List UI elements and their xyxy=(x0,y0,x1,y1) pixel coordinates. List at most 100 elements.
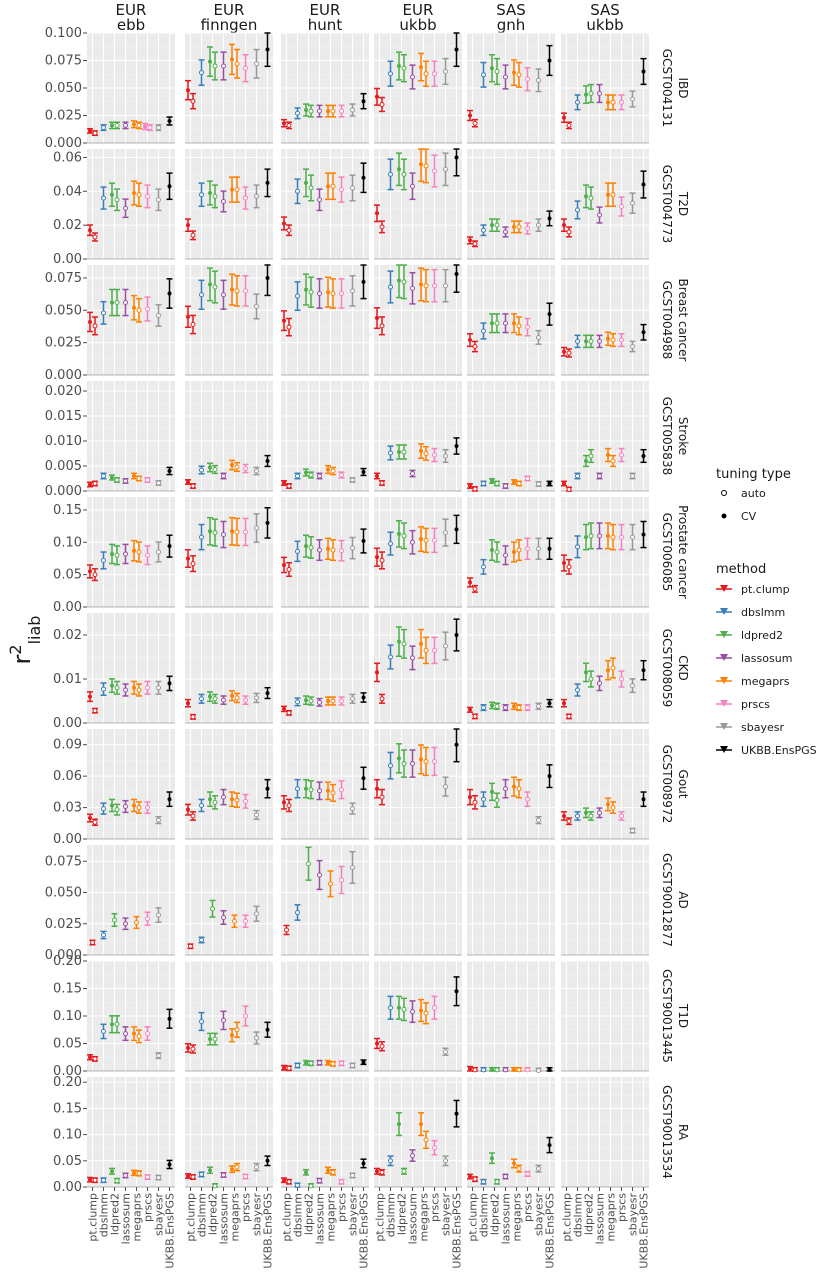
point-auto xyxy=(221,198,226,204)
point-auto xyxy=(328,881,333,887)
point-auto xyxy=(156,197,161,203)
row-strip-id: GCST90013534 xyxy=(660,1085,674,1179)
point-auto xyxy=(388,1158,393,1164)
point-cv xyxy=(304,287,308,292)
point-cv xyxy=(282,800,286,805)
y-tick-label: 0.00 xyxy=(53,600,82,615)
panel-background xyxy=(561,497,649,607)
x-tick-label: UKBB.EnsPGS xyxy=(358,1193,371,1269)
point-auto xyxy=(410,1153,415,1159)
legend-method-key-marker xyxy=(720,654,728,661)
column-strip-ancestry: EUR xyxy=(310,1,341,19)
y-tick-label: 0.00 xyxy=(53,1180,82,1195)
point-auto xyxy=(401,1006,407,1012)
point-auto xyxy=(123,804,128,810)
point-auto xyxy=(123,1031,128,1037)
point-auto xyxy=(443,283,448,289)
point-auto xyxy=(190,322,196,328)
point-auto xyxy=(339,787,344,793)
point-cv xyxy=(397,531,401,536)
panel-background xyxy=(185,149,273,259)
point-auto xyxy=(330,468,336,474)
point-auto xyxy=(212,63,218,69)
panel-background xyxy=(281,497,369,607)
point-cv xyxy=(547,546,552,551)
x-tick-label: ldpred2 xyxy=(109,1193,122,1235)
point-auto xyxy=(619,204,624,210)
point-auto xyxy=(516,224,522,230)
point-auto xyxy=(254,193,259,199)
point-cv xyxy=(132,122,136,127)
point-auto xyxy=(234,61,240,67)
point-auto xyxy=(423,1010,429,1016)
x-tick-label: sbayesr xyxy=(347,1193,360,1236)
point-auto xyxy=(443,1158,448,1164)
point-auto xyxy=(308,108,314,114)
point-cv xyxy=(167,469,172,473)
x-tick-label: megaprs xyxy=(511,1193,524,1242)
point-cv xyxy=(265,47,270,52)
point-auto xyxy=(472,241,478,247)
point-auto xyxy=(588,533,594,539)
legend-method-key-marker xyxy=(720,631,728,638)
point-auto xyxy=(401,761,407,767)
point-auto xyxy=(619,676,624,682)
x-tick-label: megaprs xyxy=(325,1193,338,1242)
point-auto xyxy=(114,122,120,128)
point-cv xyxy=(208,282,212,287)
point-cv xyxy=(490,703,494,708)
point-auto xyxy=(494,797,500,803)
point-cv xyxy=(547,58,552,63)
point-auto xyxy=(432,283,437,289)
x-tick-label: lassosum xyxy=(594,1193,607,1244)
y-tick-label: 0.20 xyxy=(53,1075,82,1090)
point-auto xyxy=(339,108,344,114)
legend-method-key-marker xyxy=(720,677,728,684)
y-tick-label: 0.000 xyxy=(45,368,82,383)
point-auto xyxy=(525,796,530,802)
panel-background xyxy=(374,381,462,491)
panel-background xyxy=(185,613,273,723)
point-auto xyxy=(339,877,344,883)
y-tick-label: 0.050 xyxy=(45,886,82,901)
point-cv xyxy=(419,641,423,646)
panel-background xyxy=(561,381,649,491)
x-tick-label: ldpred2 xyxy=(583,1193,596,1235)
x-tick-label: dbslmm xyxy=(572,1193,585,1237)
point-auto xyxy=(339,698,344,704)
point-auto xyxy=(145,1174,150,1180)
point-cv xyxy=(186,701,190,706)
point-auto xyxy=(536,481,541,487)
point-auto xyxy=(114,477,120,483)
point-cv xyxy=(468,795,472,800)
point-cv xyxy=(304,470,308,475)
point-auto xyxy=(503,74,508,80)
column-strip-cohort: gnh xyxy=(497,16,526,34)
y-axis-label: r2liab xyxy=(6,616,44,665)
point-cv xyxy=(110,1022,114,1027)
point-cv xyxy=(186,314,190,319)
point-auto xyxy=(136,192,142,198)
point-cv xyxy=(230,1033,234,1038)
point-auto xyxy=(136,549,142,555)
point-auto xyxy=(339,548,344,554)
point-auto xyxy=(379,696,385,702)
y-tick-label: 0.000 xyxy=(45,136,82,151)
point-auto xyxy=(494,1067,500,1073)
point-cv xyxy=(490,1156,494,1161)
point-auto xyxy=(90,940,95,945)
x-tick-label: dbslmm xyxy=(385,1193,398,1237)
point-auto xyxy=(443,1049,448,1055)
point-auto xyxy=(588,91,594,96)
row-strip-id: GCST008059 xyxy=(660,629,674,707)
point-cv xyxy=(419,1008,423,1013)
panel-background xyxy=(374,613,462,723)
y-tick-label: 0.15 xyxy=(53,982,82,997)
point-cv xyxy=(397,278,401,283)
point-cv xyxy=(230,463,234,467)
point-cv xyxy=(562,481,566,486)
point-auto xyxy=(566,487,572,492)
x-tick-label: pt.clump xyxy=(467,1193,480,1242)
point-cv xyxy=(641,69,646,74)
row-strip-trait: IBD xyxy=(676,77,690,98)
